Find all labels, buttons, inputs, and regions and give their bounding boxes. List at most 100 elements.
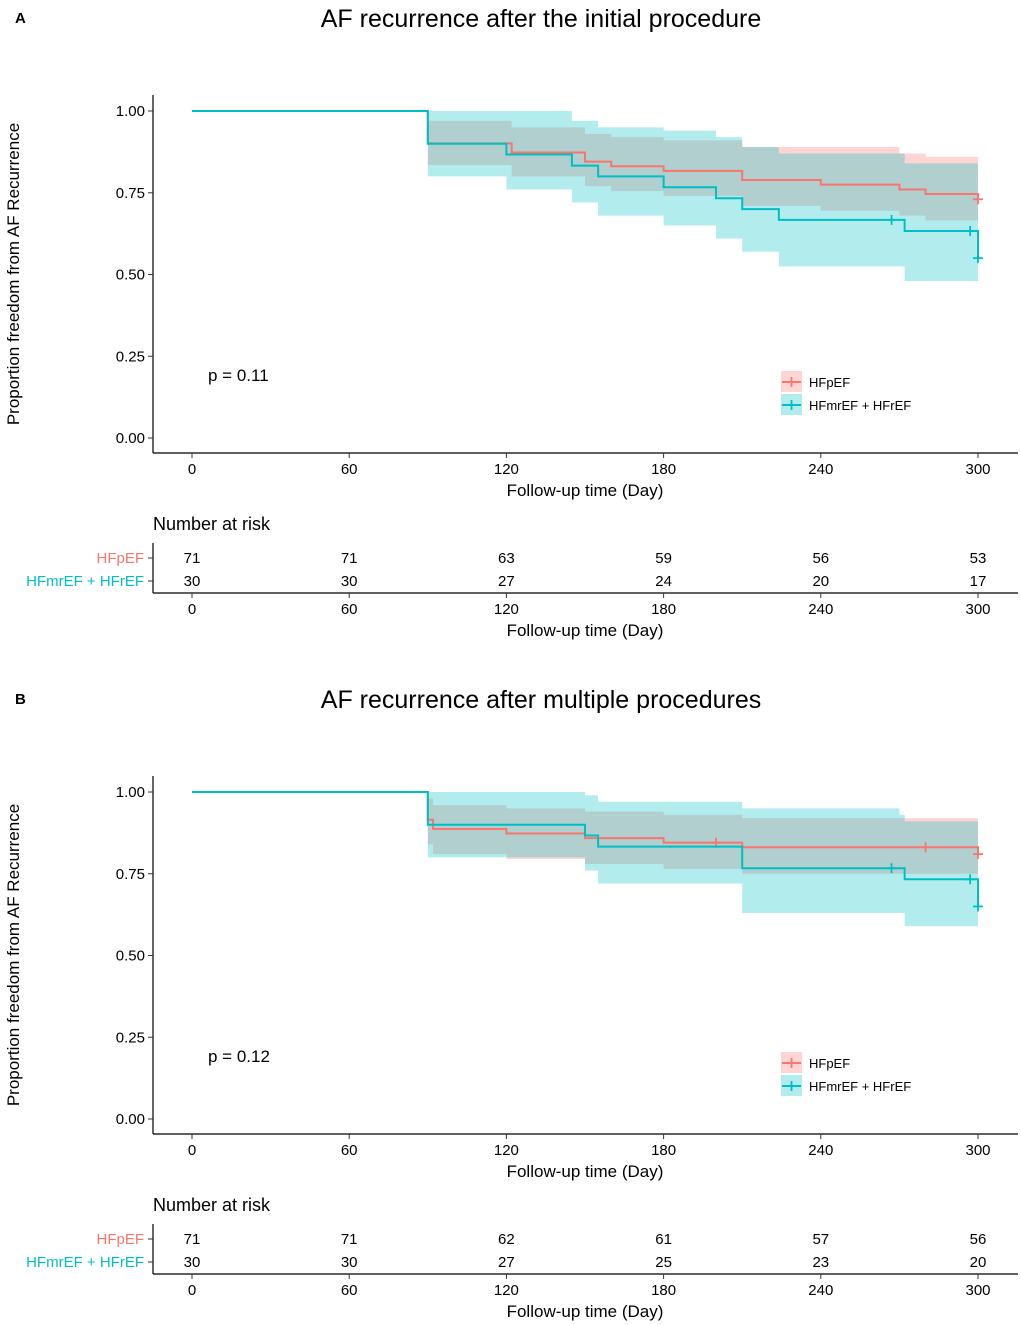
risk-x-tick-label: 60 — [341, 1282, 358, 1299]
y-tick-label: 0.50 — [116, 948, 145, 965]
risk-value: 30 — [341, 573, 358, 590]
censor-mark-hfmref — [965, 226, 976, 237]
risk-x-tick-label: 120 — [494, 1282, 519, 1299]
km-line-hfpef — [192, 110, 979, 200]
risk-x-tick-label: 240 — [808, 601, 833, 618]
ci-band-hfmref — [192, 792, 978, 927]
censor-mark-hfmref — [973, 901, 983, 912]
x-tick-label: 60 — [341, 461, 358, 478]
risk-value: 56 — [812, 550, 829, 567]
censor-mark-hfpef — [920, 842, 931, 853]
legend-label: HFmrEF + HFrEF — [809, 1079, 911, 1094]
x-tick-label: 0 — [188, 461, 196, 478]
risk-row-label: HFmrEF + HFrEF — [26, 573, 144, 590]
x-tick-label: 180 — [651, 1142, 676, 1159]
censor-mark-hfpef — [973, 849, 983, 860]
y-tick-label: 0.25 — [116, 348, 145, 365]
ci-band-hfmref — [192, 111, 978, 282]
risk-value: 63 — [498, 550, 515, 567]
risk-value: 20 — [812, 573, 829, 590]
x-tick-label: 240 — [808, 1142, 833, 1159]
risk-table-title: Number at risk — [153, 514, 271, 534]
panel-letter: A — [15, 10, 26, 27]
legend-item-hfmref: HFmrEF + HFrEF — [781, 1075, 911, 1096]
x-axis-title: Follow-up time (Day) — [507, 1162, 664, 1181]
risk-x-tick-label: 180 — [651, 1282, 676, 1299]
risk-value: 24 — [655, 573, 672, 590]
x-tick-label: 240 — [808, 461, 833, 478]
risk-value: 57 — [812, 1231, 829, 1248]
p-value: p = 0.12 — [208, 1047, 270, 1066]
risk-row-label: HFmrEF + HFrEF — [26, 1254, 144, 1271]
y-tick-label: 0.75 — [116, 185, 145, 202]
y-tick-label: 0.75 — [116, 866, 145, 883]
risk-value: 71 — [341, 1231, 358, 1248]
x-tick-label: 300 — [965, 461, 990, 478]
panel-a: A AF recurrence after the initial procedu… — [4, 5, 1018, 640]
risk-value: 23 — [812, 1254, 829, 1271]
panel-letter: B — [15, 691, 26, 708]
risk-value: 62 — [498, 1231, 515, 1248]
risk-value: 71 — [341, 550, 358, 567]
risk-value: 25 — [655, 1254, 672, 1271]
risk-value: 30 — [184, 1254, 201, 1271]
censor-mark-hfmref — [965, 874, 976, 885]
risk-value: 30 — [341, 1254, 358, 1271]
risk-value: 59 — [655, 550, 672, 567]
risk-value: 30 — [184, 573, 201, 590]
y-tick-label: 0.25 — [116, 1029, 145, 1046]
panel-b: B AF recurrence after multiple procedures… — [4, 686, 1018, 1321]
risk-value: 61 — [655, 1231, 672, 1248]
risk-x-tick-label: 180 — [651, 601, 676, 618]
y-tick-label: 0.00 — [116, 1111, 145, 1128]
risk-value: 27 — [498, 1254, 515, 1271]
risk-value: 20 — [970, 1254, 987, 1271]
censor-mark-hfpef — [973, 194, 983, 205]
km-line-hfmref — [192, 110, 979, 259]
risk-x-tick-label: 60 — [341, 601, 358, 618]
x-tick-label: 300 — [965, 1142, 990, 1159]
x-axis-title: Follow-up time (Day) — [507, 481, 664, 500]
legend-item-hfpef: HFpEF — [781, 371, 850, 392]
legend-item-hfpef: HFpEF — [781, 1052, 850, 1073]
chart-title: AF recurrence after the initial procedur… — [321, 5, 762, 33]
risk-value: 27 — [498, 573, 515, 590]
risk-value: 71 — [184, 1231, 201, 1248]
y-tick-label: 1.00 — [116, 103, 145, 120]
x-tick-label: 180 — [651, 461, 676, 478]
legend-item-hfmref: HFmrEF + HFrEF — [781, 394, 911, 415]
x-tick-label: 120 — [494, 461, 519, 478]
censor-mark-hfmref — [973, 253, 983, 264]
risk-value: 17 — [970, 573, 987, 590]
risk-x-axis-title: Follow-up time (Day) — [507, 621, 664, 640]
legend-label: HFpEF — [809, 1056, 850, 1071]
km-line-hfmref — [192, 791, 979, 907]
risk-x-tick-label: 300 — [965, 601, 990, 618]
x-tick-label: 120 — [494, 1142, 519, 1159]
risk-x-tick-label: 120 — [494, 601, 519, 618]
risk-table-title: Number at risk — [153, 1195, 271, 1215]
y-tick-label: 0.00 — [116, 430, 145, 447]
x-tick-label: 0 — [188, 1142, 196, 1159]
risk-x-tick-label: 240 — [808, 1282, 833, 1299]
risk-row-label: HFpEF — [96, 550, 144, 567]
risk-x-axis-title: Follow-up time (Day) — [507, 1302, 664, 1321]
censor-mark-hfmref — [886, 214, 897, 225]
y-axis-title: Proportion freedom from AF Recurrence — [4, 123, 23, 425]
risk-row-label: HFpEF — [96, 1231, 144, 1248]
risk-value: 53 — [970, 550, 987, 567]
censor-mark-hfmref — [886, 863, 897, 874]
risk-value: 71 — [184, 550, 201, 567]
risk-value: 56 — [970, 1231, 987, 1248]
chart-title: AF recurrence after multiple procedures — [321, 686, 761, 714]
legend-label: HFpEF — [809, 375, 850, 390]
risk-x-tick-label: 0 — [188, 1282, 196, 1299]
y-tick-label: 1.00 — [116, 784, 145, 801]
y-tick-label: 0.50 — [116, 267, 145, 284]
risk-x-tick-label: 0 — [188, 601, 196, 618]
p-value: p = 0.11 — [208, 366, 269, 385]
x-tick-label: 60 — [341, 1142, 358, 1159]
risk-x-tick-label: 300 — [965, 1282, 990, 1299]
